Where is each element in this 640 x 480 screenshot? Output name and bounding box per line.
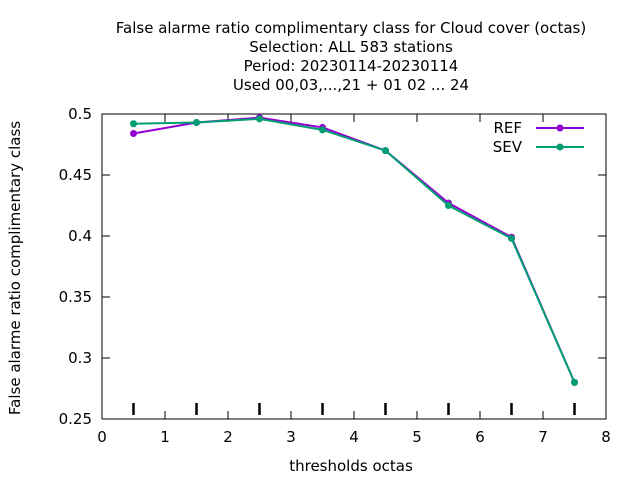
data-point <box>319 126 326 134</box>
x-tick-label: 2 <box>223 428 233 446</box>
legend-marker <box>556 124 564 132</box>
x-axis-label: thresholds octas <box>289 457 413 475</box>
y-axis: 0.25 0.3 0.35 0.4 0.45 0.5 <box>59 105 606 428</box>
legend-label: REF <box>493 119 522 137</box>
series-line <box>133 116 576 383</box>
data-point <box>130 120 137 128</box>
x-tick-label: 6 <box>475 428 485 446</box>
chart-title-line: Selection: ALL 583 stations <box>249 38 453 56</box>
data-point <box>508 234 515 242</box>
x-tick-label: 8 <box>601 428 611 446</box>
y-tick-label: 0.45 <box>59 166 92 184</box>
legend-marker <box>556 143 564 151</box>
data-point <box>130 130 137 138</box>
y-tick-label: 0.4 <box>68 227 92 245</box>
x-tick-label: 1 <box>160 428 170 446</box>
series-line <box>133 117 576 383</box>
y-axis-label: False alarme ratio complimentary class <box>6 121 24 415</box>
y-tick-label: 0.25 <box>59 410 92 428</box>
x-axis: 0 1 2 3 4 5 6 7 8 <box>97 114 611 446</box>
y-tick-label: 0.5 <box>68 105 92 123</box>
x-tick-label: 5 <box>412 428 422 446</box>
x-tick-label: 7 <box>538 428 548 446</box>
plot-frame <box>101 113 607 420</box>
x-tick-label: 4 <box>349 428 359 446</box>
data-point <box>256 115 263 123</box>
data-point <box>571 378 578 386</box>
data-point <box>382 147 389 155</box>
y-tick-label: 0.3 <box>68 349 92 367</box>
chart-title-line: Used 00,03,...,21 + 01 02 ... 24 <box>233 76 469 94</box>
chart-title-line: Period: 20230114-20230114 <box>244 57 459 75</box>
series-sev <box>130 115 578 386</box>
data-point <box>193 119 200 127</box>
data-point <box>445 202 452 209</box>
series-group <box>130 114 578 386</box>
chart-title-line: False alarme ratio complimentary class f… <box>116 19 586 37</box>
threshold-markers <box>132 403 576 415</box>
x-tick-label: 3 <box>286 428 296 446</box>
x-tick-label: 0 <box>97 428 107 446</box>
chart-title: False alarme ratio complimentary class f… <box>116 19 586 94</box>
legend-label: SEV <box>493 138 523 156</box>
y-tick-label: 0.35 <box>59 288 92 306</box>
